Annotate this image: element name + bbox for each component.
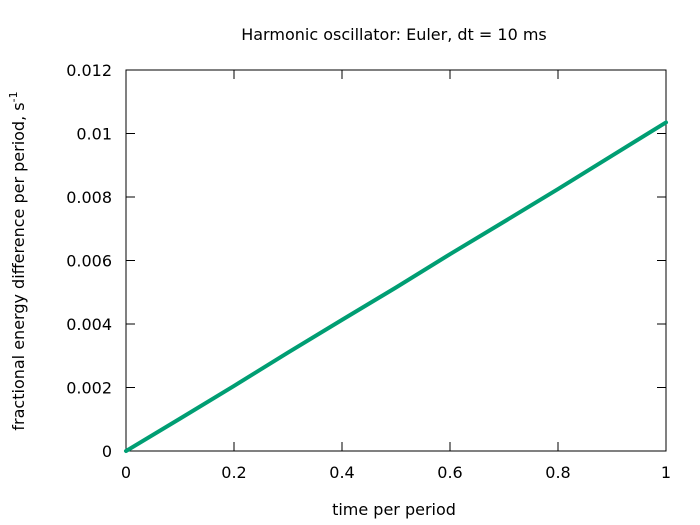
plot-area xyxy=(125,69,667,452)
y-tick-label: 0.002 xyxy=(66,379,112,398)
series-layer xyxy=(124,120,668,453)
x-tick-labels: 0 0.2 0.4 0.6 0.8 1 xyxy=(121,463,671,482)
y-tick-label: 0 xyxy=(102,442,112,461)
y-tick-label: 0.004 xyxy=(66,315,112,334)
series-line xyxy=(124,120,668,453)
plot-border xyxy=(125,69,667,452)
x-tick-label: 0 xyxy=(121,463,131,482)
y-tick-label: 0.008 xyxy=(66,188,112,207)
x-tick-label: 0.4 xyxy=(329,463,354,482)
y-axis-label-text: fractional energy difference per period,… xyxy=(9,102,28,430)
x-axis-label: time per period xyxy=(332,500,456,519)
y-tick-label: 0.01 xyxy=(76,125,112,144)
y-axis-label-superscript: -1 xyxy=(7,91,20,102)
y-axis-label: fractional energy difference per period,… xyxy=(7,91,28,430)
x-tick-label: 1 xyxy=(661,463,671,482)
chart-title: Harmonic oscillator: Euler, dt = 10 ms xyxy=(241,25,547,44)
y-tick-labels: 0 0.002 0.004 0.006 0.008 0.01 0.012 xyxy=(66,61,112,461)
axis-ticks xyxy=(125,69,667,452)
y-tick-label: 0.012 xyxy=(66,61,112,80)
x-tick-label: 0.2 xyxy=(221,463,246,482)
x-tick-label: 0.6 xyxy=(437,463,462,482)
y-tick-label: 0.006 xyxy=(66,252,112,271)
x-tick-label: 0.8 xyxy=(545,463,570,482)
